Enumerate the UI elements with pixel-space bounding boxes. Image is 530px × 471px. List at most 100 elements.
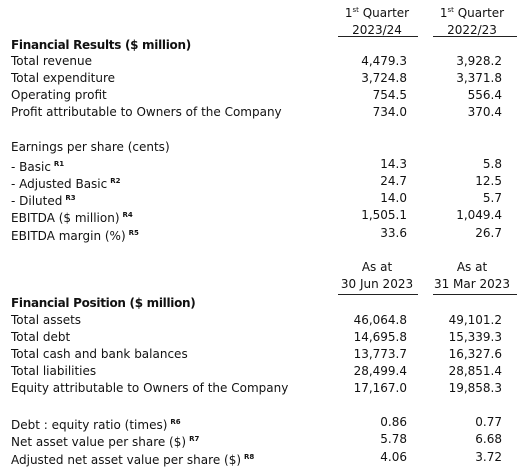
row-label-text: EBITDA ($ million) bbox=[11, 211, 120, 225]
value-current: 0.86 bbox=[380, 415, 407, 429]
row-label-text: Net asset value per share ($) bbox=[11, 435, 187, 449]
value-current: 754.5 bbox=[372, 88, 407, 102]
row-label-text: - Diluted bbox=[11, 194, 63, 208]
row-label-text: - Basic bbox=[11, 160, 51, 174]
value-prior: 1,049.4 bbox=[456, 208, 502, 222]
value-current: 24.7 bbox=[380, 174, 407, 188]
row-label-text: Adjusted net asset value per share ($) bbox=[11, 453, 242, 467]
table-row: Equity attributable to Owners of the Com… bbox=[0, 380, 530, 397]
table-row: - Adjusted Basic R2 24.7 12.5 bbox=[0, 173, 530, 193]
value-current: 33.6 bbox=[380, 226, 407, 240]
row-label-text: - Adjusted Basic bbox=[11, 177, 108, 191]
row-label: Debt : equity ratio (times) R6 bbox=[11, 414, 181, 434]
footnote-ref: R1 bbox=[53, 160, 65, 168]
row-label-text: EBITDA margin (%) bbox=[11, 229, 126, 243]
value-prior: 3,371.8 bbox=[456, 71, 502, 85]
col2-year: 2022/23 bbox=[447, 23, 497, 37]
row-label: Total debt bbox=[11, 330, 71, 344]
table-row: - Diluted R3 14.0 5.7 bbox=[0, 190, 530, 210]
value-current: 28,499.4 bbox=[353, 364, 407, 378]
value-current: 4,479.3 bbox=[361, 54, 407, 68]
table-row: Adjusted net asset value per share ($) R8… bbox=[0, 449, 530, 469]
row-label-text: Debt : equity ratio (times) bbox=[11, 418, 168, 432]
value-prior: 49,101.2 bbox=[448, 313, 502, 327]
footnote-ref: R6 bbox=[170, 418, 181, 426]
subsection-title: Earnings per share (cents) bbox=[11, 140, 170, 154]
subsection-header-eps: Earnings per share (cents) bbox=[0, 139, 530, 156]
row-label: - Diluted R3 bbox=[11, 190, 76, 210]
row-label: Total expenditure bbox=[11, 71, 116, 85]
value-prior: 0.77 bbox=[475, 415, 502, 429]
value-current: 3,724.8 bbox=[361, 71, 407, 85]
value-current: 13,773.7 bbox=[353, 347, 407, 361]
section-title: Financial Results ($ million) bbox=[11, 38, 191, 52]
table-row: Total revenue 4,479.3 3,928.2 bbox=[0, 53, 530, 70]
value-prior: 556.4 bbox=[467, 88, 502, 102]
value-prior: 16,327.6 bbox=[448, 347, 502, 361]
col1-year: 2023/24 bbox=[352, 23, 402, 37]
row-label: Operating profit bbox=[11, 88, 107, 102]
table-row: Total liabilities 28,499.4 28,851.4 bbox=[0, 363, 530, 380]
table-row: EBITDA ($ million) R4 1,505.1 1,049.4 bbox=[0, 207, 530, 227]
value-prior: 5.7 bbox=[482, 191, 502, 205]
value-current: 14.3 bbox=[380, 157, 407, 171]
table-row: Total cash and bank balances 13,773.7 16… bbox=[0, 346, 530, 363]
row-label: Total assets bbox=[11, 313, 82, 327]
row-label: - Basic R1 bbox=[11, 156, 64, 176]
table-row: Net asset value per share ($) R7 5.78 6.6… bbox=[0, 431, 530, 451]
footnote-ref: R2 bbox=[110, 177, 121, 185]
section-header-financial-results: Financial Results ($ million) bbox=[0, 37, 530, 54]
row-label: - Adjusted Basic R2 bbox=[11, 173, 121, 193]
col2-quarter-sup: st bbox=[447, 6, 454, 14]
table-row: Total assets 46,064.8 49,101.2 bbox=[0, 312, 530, 329]
value-prior: 26.7 bbox=[475, 226, 502, 240]
value-prior: 6.68 bbox=[475, 432, 502, 446]
header-underline-col1 bbox=[338, 36, 418, 37]
value-current: 17,167.0 bbox=[353, 381, 407, 395]
column-header-current-quarter: 1st Quarter 2023/24 bbox=[332, 2, 422, 39]
footnote-ref: R5 bbox=[128, 229, 139, 237]
header-underline-col2 bbox=[433, 294, 517, 295]
header-underline-col1 bbox=[338, 294, 418, 295]
col1-date: 30 Jun 2023 bbox=[340, 277, 414, 291]
column-header-prior-quarter: 1st Quarter 2022/23 bbox=[427, 2, 517, 39]
value-current: 5.78 bbox=[380, 432, 407, 446]
value-current: 14.0 bbox=[380, 191, 407, 205]
value-prior: 5.8 bbox=[482, 157, 502, 171]
row-label: Adjusted net asset value per share ($) R8 bbox=[11, 449, 254, 469]
value-prior: 12.5 bbox=[475, 174, 502, 188]
col1-as-at: As at bbox=[361, 260, 393, 274]
value-prior: 15,339.3 bbox=[448, 330, 502, 344]
value-current: 46,064.8 bbox=[353, 313, 407, 327]
value-prior: 3,928.2 bbox=[456, 54, 502, 68]
row-label: EBITDA margin (%) R5 bbox=[11, 225, 139, 245]
col2-quarter-label: Quarter bbox=[453, 6, 505, 20]
row-label: Profit attributable to Owners of the Com… bbox=[11, 105, 282, 119]
footnote-ref: R4 bbox=[122, 211, 133, 219]
footnote-ref: R3 bbox=[65, 194, 76, 202]
value-current: 734.0 bbox=[372, 105, 407, 119]
footnote-ref: R8 bbox=[244, 453, 255, 461]
table-row: Total expenditure 3,724.8 3,371.8 bbox=[0, 70, 530, 87]
row-label: Total revenue bbox=[11, 54, 92, 68]
section-title: Financial Position ($ million) bbox=[11, 296, 196, 310]
value-current: 1,505.1 bbox=[361, 208, 407, 222]
value-current: 4.06 bbox=[380, 450, 407, 464]
table-row: - Basic R1 14.3 5.8 bbox=[0, 156, 530, 176]
value-prior: 28,851.4 bbox=[448, 364, 502, 378]
table-row: Profit attributable to Owners of the Com… bbox=[0, 104, 530, 121]
table-row: Debt : equity ratio (times) R6 0.86 0.77 bbox=[0, 414, 530, 434]
col2-as-at: As at bbox=[456, 260, 488, 274]
value-prior: 370.4 bbox=[467, 105, 502, 119]
table-row: Total debt 14,695.8 15,339.3 bbox=[0, 329, 530, 346]
row-label: Equity attributable to Owners of the Com… bbox=[11, 381, 289, 395]
footnote-ref: R7 bbox=[189, 435, 200, 443]
header-underline-col2 bbox=[433, 36, 517, 37]
row-label: EBITDA ($ million) R4 bbox=[11, 207, 133, 227]
col2-quarter-number: 1 bbox=[439, 6, 448, 20]
column-header-prior-date: As at 31 Mar 2023 bbox=[427, 259, 517, 293]
value-prior: 3.72 bbox=[475, 450, 502, 464]
col1-quarter-sup: st bbox=[352, 6, 359, 14]
row-label: Total cash and bank balances bbox=[11, 347, 188, 361]
row-label: Net asset value per share ($) R7 bbox=[11, 431, 199, 451]
